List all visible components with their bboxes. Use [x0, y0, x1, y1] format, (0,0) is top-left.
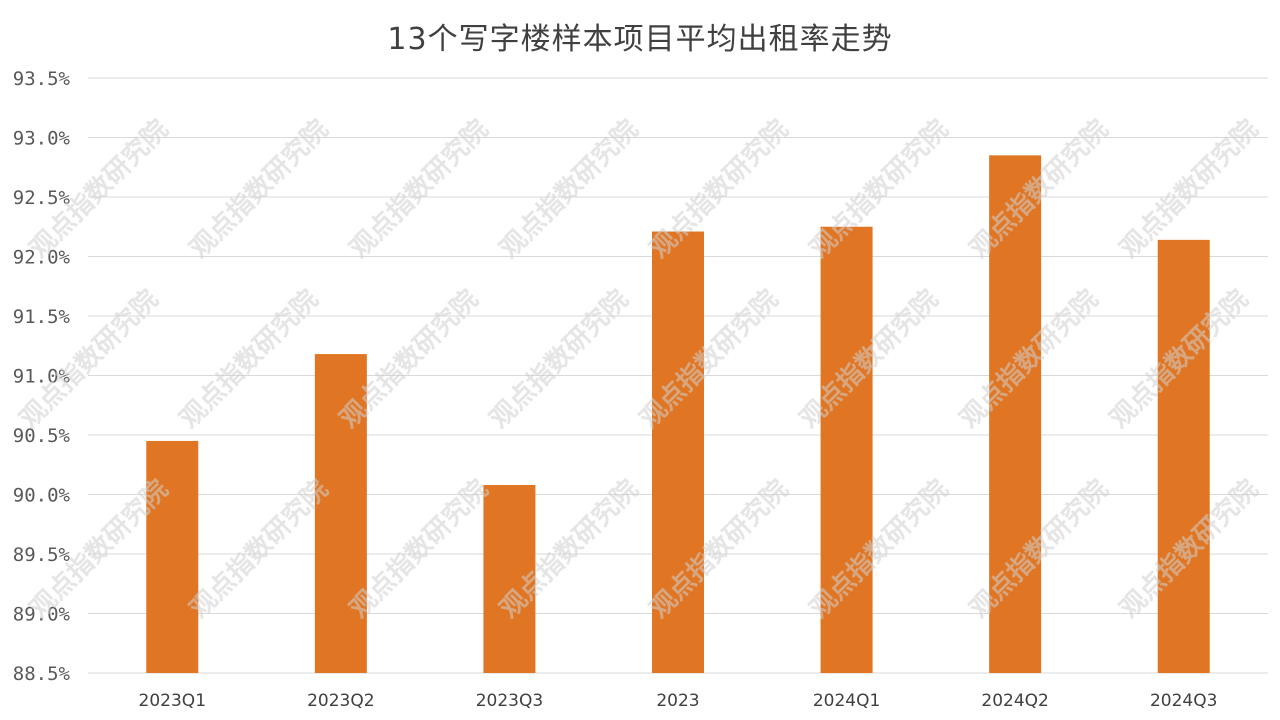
watermark-text: 观点指数研究院 [184, 474, 335, 625]
bars [146, 155, 1210, 674]
bar [989, 155, 1042, 674]
x-category-label: 2023Q3 [476, 691, 543, 711]
watermark-text: 观点指数研究院 [484, 284, 635, 435]
x-category-label: 2024Q2 [981, 691, 1048, 711]
watermark-text: 观点指数研究院 [804, 114, 955, 265]
bar [1157, 239, 1210, 673]
y-tick-label: 89.5% [13, 544, 71, 566]
y-tick-label: 93.0% [13, 128, 71, 150]
x-category-label: 2023Q2 [307, 691, 374, 711]
chart-title: 13个写字楼样本项目平均出租率走势 [387, 22, 893, 57]
watermark-layer: 观点指数研究院 观点指数研究院 观点指数研究院 观点指数研究院 观点指数研究院 观点指数研… [14, 114, 1265, 625]
y-tick-label: 92.5% [13, 187, 71, 209]
watermark-text: 观点指数研究院 [644, 114, 795, 265]
bar [483, 484, 536, 673]
y-axis-tick-labels: 93.5% 93.0% 92.5% 92.0% 91.5% 91.0% 90.5% 90.0%… [13, 68, 71, 685]
bar [652, 231, 704, 673]
x-axis-category-labels: 2023Q1 2023Q2 2023Q3 2023 2024Q1 2024Q2 2024Q3 [139, 691, 1218, 711]
watermark-text: 观点指数研究院 [174, 284, 325, 435]
x-category-label: 2023 [656, 691, 699, 711]
bar [820, 226, 873, 673]
y-tick-label: 93.5% [13, 68, 71, 90]
x-category-label: 2024Q1 [813, 691, 880, 711]
x-category-label: 2024Q3 [1150, 691, 1217, 711]
watermark-text: 观点指数研究院 [184, 114, 335, 265]
y-tick-label: 89.0% [13, 604, 71, 626]
y-tick-label: 91.0% [13, 366, 71, 388]
bar [314, 354, 367, 673]
watermark-text: 观点指数研究院 [344, 114, 495, 265]
y-tick-label: 90.0% [13, 485, 71, 507]
y-tick-label: 91.5% [13, 306, 71, 328]
y-tick-label: 90.5% [13, 425, 71, 447]
y-tick-label: 92.0% [13, 247, 71, 269]
y-tick-label: 88.5% [13, 663, 71, 685]
watermark-text: 观点指数研究院 [494, 114, 645, 265]
bar [146, 440, 199, 673]
x-category-label: 2023Q1 [139, 691, 206, 711]
